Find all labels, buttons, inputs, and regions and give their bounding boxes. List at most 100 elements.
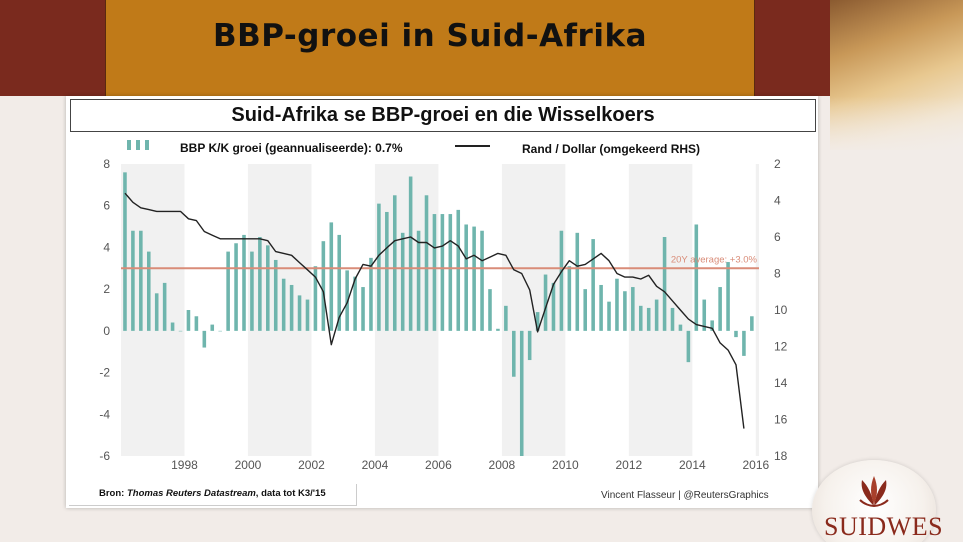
gdp-bar — [250, 251, 254, 331]
chart-card: 1998 2000 2002 2004 2006 2008 2010 2012 2014 2016… — [66, 96, 818, 508]
gdp-bar — [146, 251, 151, 331]
x-tick-label: 2002 — [298, 458, 325, 472]
y-tick-label: -6 — [99, 449, 110, 463]
wheat-image-fade — [830, 96, 963, 156]
gdp-bar — [392, 195, 397, 331]
gdp-bar — [527, 330, 532, 361]
gdp-bar — [162, 282, 167, 331]
gdp-bar — [123, 172, 127, 331]
gdp-bar — [480, 230, 484, 331]
gdp-bar — [400, 232, 405, 331]
y-tick-label: 2 — [103, 282, 110, 296]
gdp-bar — [464, 224, 468, 331]
gdp-bar — [313, 266, 318, 331]
suidwes-logo — [812, 460, 936, 542]
gdp-bar — [424, 195, 429, 331]
gdp-bar — [321, 241, 326, 331]
slide-title: BBP-groei in Suid-Afrika — [212, 18, 647, 54]
gdp-bar — [702, 299, 707, 331]
gdp-bar — [416, 230, 421, 331]
gdp-bar — [496, 328, 500, 331]
gdp-bar — [408, 176, 413, 331]
gdp-bar — [242, 234, 246, 331]
gdp-bar — [670, 307, 675, 331]
chart-title: Suid-Afrika se BBP-groei en die Wisselko… — [70, 99, 816, 132]
gdp-bar — [638, 305, 643, 331]
legend-gdp-label: BBP K/K groei (geannualiseerde): 0.7% — [180, 141, 403, 155]
x-tick-label: 2012 — [616, 458, 643, 472]
x-tick-label: 2016 — [742, 458, 769, 472]
gdp-bar — [432, 214, 437, 331]
y2-tick-label: 14 — [774, 376, 788, 390]
chart-band — [121, 164, 185, 456]
y2-tick-label: 4 — [774, 194, 781, 208]
y-tick-label: -2 — [99, 366, 110, 380]
gdp-bar — [678, 324, 683, 331]
gdp-bar — [631, 287, 635, 331]
source-label: Bron: — [99, 488, 127, 499]
gdp-bar — [726, 262, 730, 331]
gdp-bar — [369, 257, 373, 331]
gdp-bar — [615, 278, 619, 331]
gdp-bar — [289, 284, 294, 331]
gdp-bar — [281, 278, 286, 331]
logo-flower-icon — [859, 476, 889, 508]
gdp-bar — [750, 316, 754, 331]
gdp-bar — [662, 237, 667, 331]
gdp-bar — [591, 239, 595, 331]
gdp-bar — [305, 299, 310, 331]
gdp-bar — [385, 211, 389, 331]
y-tick-label: -4 — [99, 407, 110, 421]
gdp-bar — [194, 316, 199, 331]
average-label: 20Y average: +3.0% — [671, 254, 758, 265]
y2-tick-label: 12 — [774, 340, 788, 354]
y2-tick-label: 18 — [774, 449, 788, 463]
gdp-bar — [297, 295, 302, 331]
gdp-bar — [329, 222, 334, 331]
gdp-bar — [456, 209, 461, 331]
gdp-bar — [543, 274, 548, 331]
y2-tick-label: 8 — [774, 267, 781, 281]
y-tick-label: 6 — [103, 199, 110, 213]
y-tick-label: 8 — [103, 157, 110, 171]
gdp-bar — [551, 282, 556, 331]
gdp-bar — [512, 330, 516, 377]
gdp-bar — [710, 320, 714, 331]
gdp-bar — [361, 287, 365, 331]
gdp-bar — [353, 276, 357, 331]
gdp-bar — [472, 226, 476, 331]
x-tick-label: 2010 — [552, 458, 579, 472]
gdp-bar — [210, 324, 215, 331]
gdp-bar — [448, 214, 453, 331]
gdp-bar — [345, 270, 349, 331]
gdp-bar — [178, 330, 183, 332]
gdp-bar — [258, 237, 262, 331]
legend-fx-label: Rand / Dollar (omgekeerd RHS) — [522, 142, 700, 156]
legend-bar-swatch — [127, 140, 131, 150]
gdp-bar — [686, 330, 691, 363]
y-tick-label: 0 — [103, 324, 110, 338]
gdp-bar — [226, 251, 230, 331]
gdp-bar — [504, 305, 508, 331]
x-tick-label: 2004 — [362, 458, 389, 472]
x-tick-label: 2000 — [235, 458, 262, 472]
gdp-bar — [488, 289, 492, 331]
gdp-bar — [535, 312, 540, 331]
x-tick-label: 2008 — [489, 458, 516, 472]
gdp-bar — [202, 330, 207, 348]
gdp-bar — [186, 310, 191, 331]
chart-band — [755, 164, 759, 456]
chart-band — [247, 164, 312, 456]
gdp-bar — [654, 299, 659, 331]
source-note: Bron: Thomas Reuters Datastream, data to… — [69, 484, 357, 506]
gdp-bar — [575, 232, 580, 331]
chart-credit: Vincent Flasseur | @ReutersGraphics — [601, 490, 769, 501]
gdp-bar — [266, 245, 270, 331]
chart-band — [628, 164, 693, 456]
x-tick-label: 1998 — [171, 458, 198, 472]
chart: 1998 2000 2002 2004 2006 2008 2010 2012 2014 2016… — [99, 140, 788, 472]
y-tick-label: 4 — [103, 240, 110, 254]
y2-tick-label: 6 — [774, 230, 781, 244]
gdp-bar — [273, 259, 278, 331]
